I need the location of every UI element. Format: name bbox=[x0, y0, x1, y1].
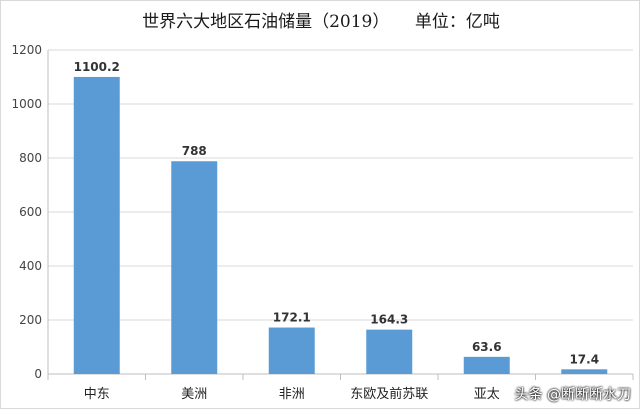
data-label: 164.3 bbox=[370, 313, 408, 327]
y-tick-label: 800 bbox=[19, 151, 42, 165]
bar bbox=[268, 327, 315, 374]
y-tick-label: 0 bbox=[34, 367, 42, 381]
bar bbox=[366, 329, 413, 374]
bar bbox=[463, 356, 510, 374]
data-label: 1100.2 bbox=[74, 60, 120, 74]
data-label: 788 bbox=[182, 144, 207, 158]
y-tick-label: 600 bbox=[19, 205, 42, 219]
category-label: 美洲 bbox=[181, 387, 207, 402]
y-tick-label: 400 bbox=[19, 259, 42, 273]
data-label: 63.6 bbox=[472, 340, 502, 354]
y-tick-label: 1200 bbox=[11, 43, 42, 57]
y-tick-label: 1000 bbox=[11, 97, 42, 111]
chart-title: 世界六大地区石油储量（2019） 单位：亿吨 bbox=[142, 12, 500, 32]
category-label: 非洲 bbox=[279, 387, 305, 402]
category-label: 亚太 bbox=[474, 387, 500, 402]
data-label: 17.4 bbox=[569, 352, 599, 366]
category-label: 东欧及前苏联 bbox=[350, 386, 428, 402]
bar bbox=[73, 76, 120, 375]
data-label: 172.1 bbox=[273, 311, 311, 325]
bar bbox=[171, 161, 218, 374]
bar bbox=[561, 369, 608, 374]
category-label: 中东 bbox=[84, 387, 110, 402]
y-tick-label: 200 bbox=[19, 313, 42, 327]
watermark-text: 头条 @断断断水刀 bbox=[514, 387, 631, 403]
